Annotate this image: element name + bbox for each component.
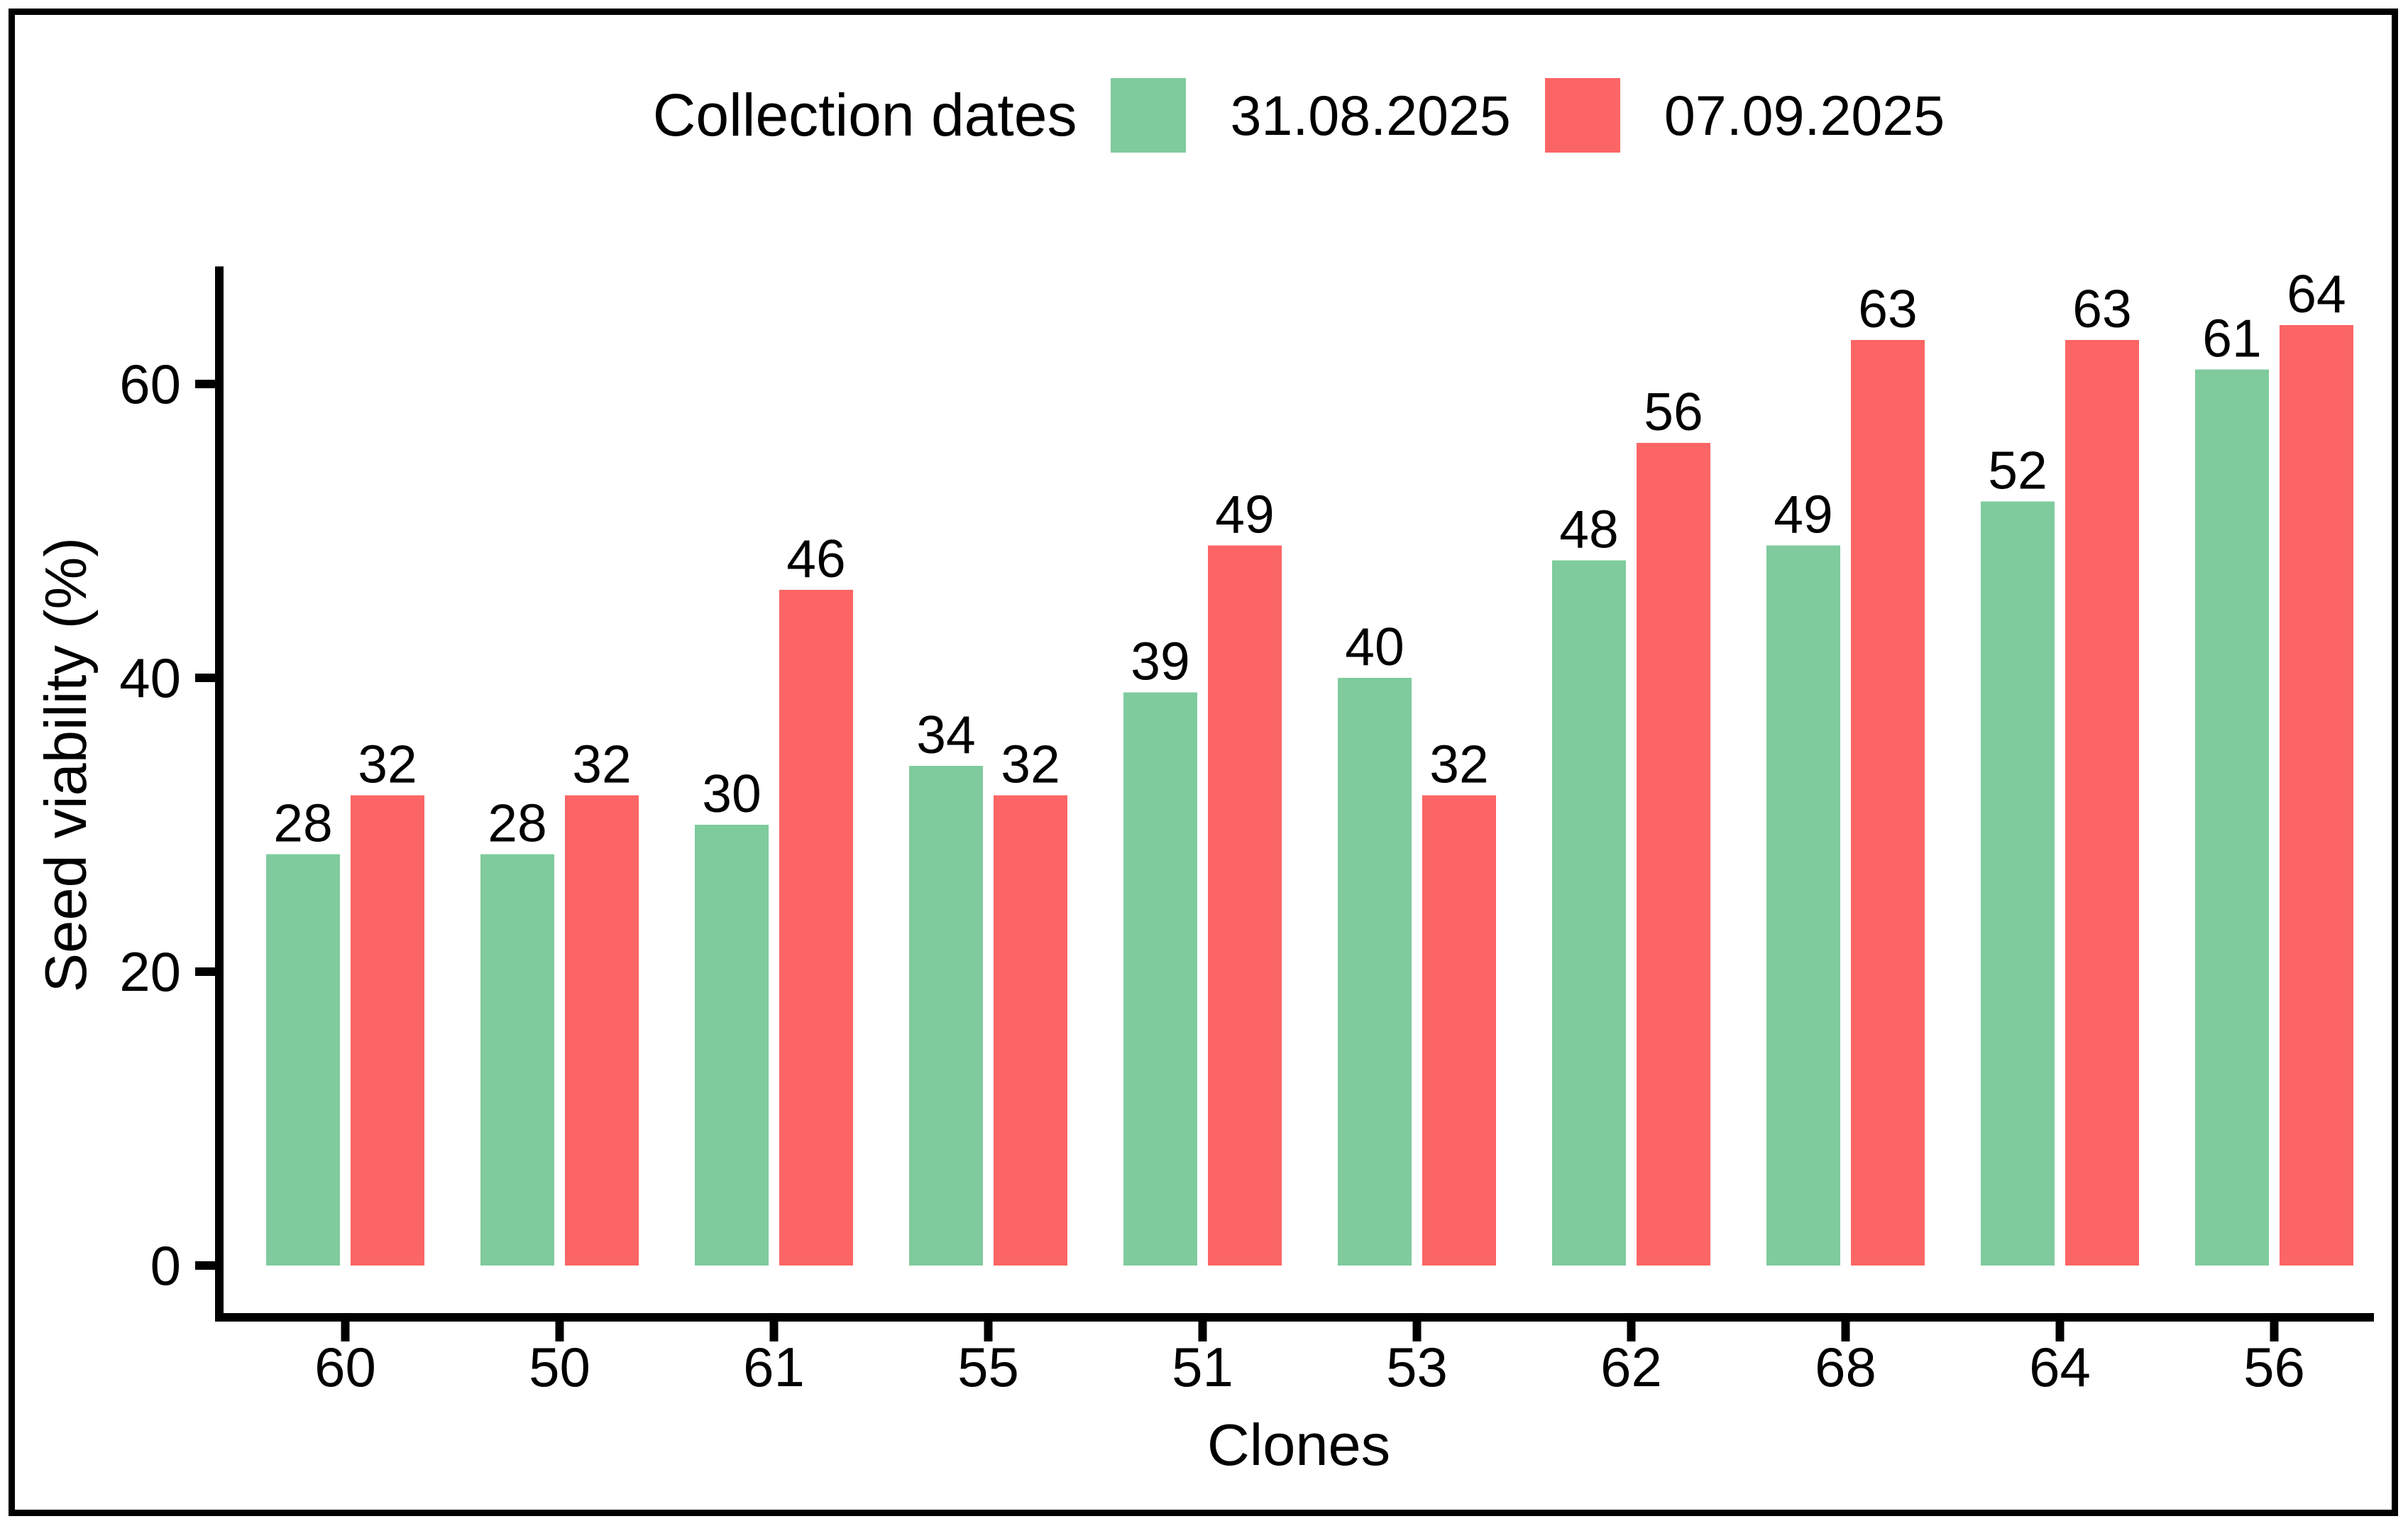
bar (1338, 678, 1412, 1266)
legend-label: 07.09.2025 (1664, 83, 1945, 147)
y-tick-label: 20 (119, 940, 181, 1003)
bar-value-label: 52 (1988, 441, 2047, 500)
bar-value-label: 39 (1131, 632, 1189, 691)
bar (351, 795, 424, 1266)
y-tick-label: 60 (119, 353, 181, 415)
legend-item: 07.09.2025 (1544, 78, 1945, 153)
bar (1851, 339, 1925, 1266)
bar-value-label: 46 (786, 529, 845, 588)
bar-value-label: 56 (1644, 382, 1703, 441)
bar (2065, 339, 2139, 1266)
y-axis-title-wrap: Seed viability (%) (18, 265, 114, 1266)
x-tick-label: 51 (1172, 1336, 1233, 1398)
bar-value-label: 30 (702, 764, 761, 823)
legend-title: Collection dates (652, 82, 1077, 148)
bar (480, 854, 554, 1266)
bar-value-label: 63 (1858, 279, 1917, 339)
figure-border (9, 9, 2398, 1516)
bar (2280, 325, 2353, 1266)
bar-value-label: 64 (2287, 264, 2346, 324)
x-tick-label: 64 (2029, 1336, 2091, 1398)
bar-value-label: 32 (358, 735, 417, 794)
bar-value-label: 40 (1345, 617, 1404, 676)
legend-item: 31.08.2025 (1111, 78, 1511, 153)
bar (779, 589, 853, 1266)
bar-value-label: 63 (2072, 279, 2131, 339)
x-tick-label: 68 (1815, 1336, 1876, 1398)
x-tick-label: 61 (743, 1336, 805, 1398)
bar (266, 854, 340, 1266)
bar-value-label: 49 (1215, 485, 1274, 544)
bar-value-label: 28 (488, 793, 546, 852)
bar (1766, 545, 1840, 1266)
x-tick-label: 56 (2243, 1336, 2305, 1398)
y-tick-label: 40 (119, 647, 181, 709)
bar (2195, 369, 2269, 1266)
bar (565, 795, 639, 1266)
bar (909, 766, 983, 1266)
legend-swatch-green (1111, 78, 1187, 153)
bar-value-label: 32 (572, 735, 631, 794)
y-tick-label: 0 (150, 1234, 181, 1297)
bar (1637, 442, 1710, 1266)
bar (994, 795, 1067, 1266)
x-tick-label: 53 (1386, 1336, 1448, 1398)
bar-value-label: 34 (916, 705, 975, 764)
x-tick-label: 60 (314, 1336, 376, 1398)
bar-value-label: 32 (1429, 735, 1488, 794)
legend-swatch-red (1544, 78, 1620, 153)
x-tick-label: 62 (1600, 1336, 1662, 1398)
bar-value-label: 28 (273, 793, 332, 852)
bar (1123, 692, 1197, 1266)
bar-value-label: 32 (1001, 735, 1060, 794)
bar-value-label: 48 (1559, 499, 1618, 559)
bar (1981, 501, 2055, 1266)
bar-value-label: 49 (1774, 485, 1832, 544)
bar-value-label: 61 (2202, 308, 2261, 368)
bar (1208, 545, 1282, 1266)
x-tick-label: 55 (957, 1336, 1019, 1398)
x-tick-label: 50 (529, 1336, 590, 1398)
y-axis-title: Seed viability (%) (33, 537, 99, 993)
x-axis-title: Clones (1206, 1412, 1391, 1478)
bar (1422, 795, 1496, 1266)
bar (1552, 560, 1626, 1266)
bar (695, 825, 769, 1266)
chart-legend: Collection dates 31.08.2025 07.09.2025 (224, 78, 2374, 153)
legend-label: 31.08.2025 (1230, 83, 1511, 147)
